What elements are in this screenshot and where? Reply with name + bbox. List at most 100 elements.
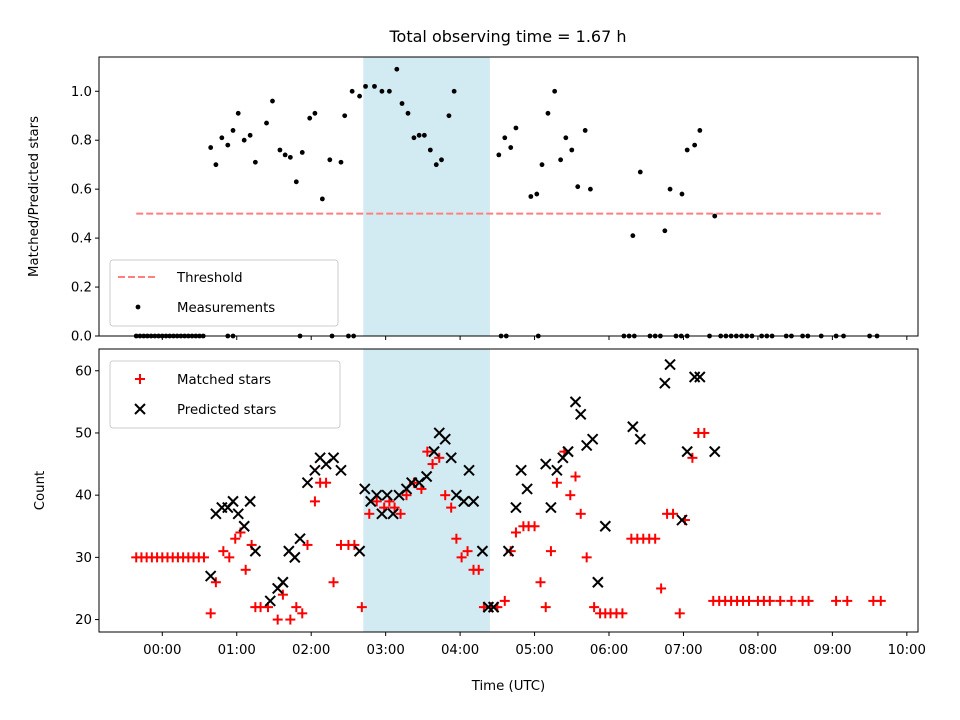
cross-stroke-b: [575, 408, 587, 421]
measurement-point: [379, 88, 385, 94]
legend-measurements-label: Measurements: [177, 301, 275, 316]
measurement-point: [386, 88, 392, 94]
predicted-point: [458, 495, 470, 508]
measurement-point: [241, 137, 247, 143]
measurement-point: [282, 152, 288, 158]
cross-stroke-b: [249, 545, 262, 557]
predicted-point: [592, 576, 604, 588]
x-tick-label: 04:00: [441, 643, 479, 658]
predicted-point: [688, 371, 701, 383]
cross-stroke-b: [244, 495, 256, 508]
matched-point: [687, 452, 698, 463]
predicted-point: [309, 464, 321, 476]
cross-stroke-b: [381, 489, 393, 501]
y-tick-label: 60: [75, 364, 92, 379]
cross-stroke-b: [681, 445, 693, 458]
count-panel-x-ticks: 00:00 01:00 02:00 03:00 04:00 05:00 06:00 07:00…: [143, 632, 926, 658]
predicted-stars-series: [204, 358, 721, 613]
legend-predicted-swatch: [134, 403, 146, 415]
predicted-point: [420, 470, 433, 483]
chart-title: Total observing time = 1.67 h: [388, 27, 626, 46]
measurement-point: [513, 125, 519, 131]
count-legend: Matched stars Predicted stars: [109, 360, 341, 429]
matched-point: [831, 595, 842, 606]
predicted-point: [371, 489, 383, 501]
y-tick-label: 1.0: [71, 85, 92, 100]
predicted-point: [238, 520, 250, 532]
matched-point: [291, 602, 302, 613]
cross-stroke-b: [627, 421, 639, 433]
matched-point: [218, 546, 229, 557]
cross-stroke-b: [540, 458, 552, 470]
matched-point: [356, 602, 367, 613]
matched-point: [434, 452, 445, 463]
cross-stroke-b: [238, 520, 250, 532]
cross-stroke-b: [301, 477, 314, 489]
legend-cross-marker: [134, 403, 146, 415]
cross-stroke-b: [545, 501, 557, 514]
predicted-point: [599, 520, 611, 532]
cross-stroke-b: [551, 464, 563, 476]
predicted-point: [540, 458, 552, 470]
measurement-point: [208, 145, 214, 150]
y-tick-label: 30: [75, 551, 92, 566]
predicted-point: [487, 601, 500, 613]
measurement-point: [342, 113, 348, 119]
measurement-point: [349, 88, 355, 94]
y-tick-label: 0.6: [71, 183, 92, 198]
cross-stroke-b: [387, 508, 399, 520]
matched-point: [570, 471, 581, 482]
predicted-point: [359, 483, 371, 495]
matched-point: [230, 533, 241, 544]
measurement-point: [582, 128, 588, 133]
matched-point: [224, 552, 235, 563]
predicted-point: [232, 508, 244, 520]
cross-stroke-b: [264, 595, 276, 607]
predicted-point: [551, 464, 563, 476]
measurement-point: [697, 128, 703, 133]
predicted-point: [482, 601, 495, 613]
predicted-point: [476, 545, 489, 557]
matched-point: [575, 508, 586, 519]
measurement-point: [372, 83, 377, 89]
predicted-point: [562, 445, 574, 458]
ratio-legend-box: [109, 259, 339, 327]
matched-point: [499, 595, 510, 606]
measurement-point: [247, 132, 253, 138]
legend-matched-swatch: [135, 374, 145, 384]
count-panel-frame: [98, 348, 919, 633]
time-x-axis-label: Time (UTC): [471, 679, 546, 694]
predicted-point: [428, 445, 440, 458]
matched-point: [210, 577, 221, 588]
matched-point: [446, 502, 457, 513]
predicted-point: [277, 576, 289, 588]
cross-stroke-b: [439, 433, 451, 445]
x-tick-label: 07:00: [664, 643, 702, 658]
matched-point: [565, 490, 576, 501]
cross-stroke-b: [376, 508, 388, 520]
cross-stroke-b: [309, 464, 321, 476]
measurement-point: [451, 88, 457, 94]
predicted-point: [376, 508, 388, 520]
cross-stroke-b: [634, 433, 646, 445]
matched-point: [456, 552, 467, 563]
x-tick-label: 01:00: [218, 643, 256, 658]
measurement-point: [563, 135, 569, 141]
cross-stroke-b: [359, 483, 371, 495]
legend-threshold-label: Threshold: [176, 271, 243, 286]
matched-point: [321, 477, 332, 488]
cross-stroke-b: [664, 358, 676, 371]
predicted-point: [335, 464, 347, 476]
cross-stroke-b: [467, 495, 480, 508]
cross-stroke-b: [283, 545, 295, 557]
measurement-point: [558, 157, 564, 163]
observing-window-shade-top: [363, 57, 490, 336]
measurement-point: [307, 115, 313, 121]
observing-window-band: [363, 57, 490, 336]
cross-stroke-b: [289, 551, 301, 564]
cross-stroke-b: [327, 452, 340, 464]
predicted-point: [463, 464, 475, 476]
cross-stroke-b: [659, 377, 671, 389]
cross-stroke-b: [335, 464, 347, 476]
cross-stroke-b: [314, 452, 326, 464]
